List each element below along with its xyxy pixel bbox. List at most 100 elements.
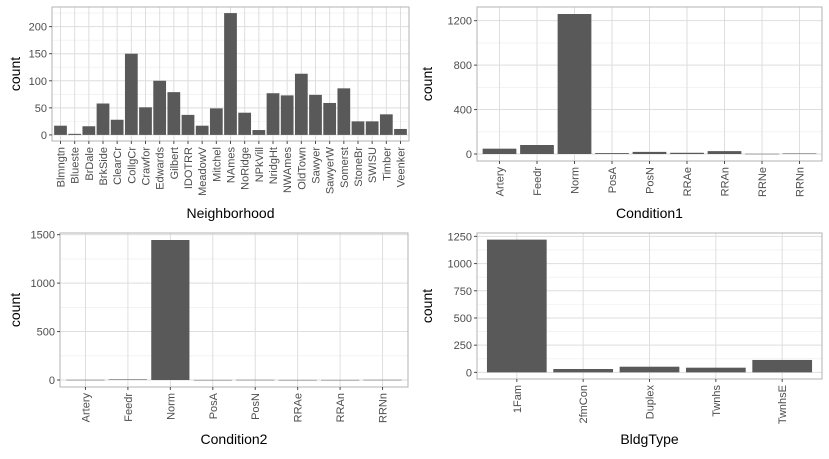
y-tick-label: 1000 bbox=[448, 259, 472, 271]
y-tick-label: 200 bbox=[29, 22, 47, 34]
x-tick-label: SawyerW bbox=[325, 146, 337, 194]
x-tick-label: OldTown bbox=[296, 147, 308, 190]
bar-NoRidge bbox=[238, 112, 252, 135]
x-tick-label: Blmngtn bbox=[56, 147, 68, 187]
bar-Norm bbox=[557, 14, 592, 154]
bar-TwnhsE bbox=[752, 359, 813, 373]
y-tick-label: 0 bbox=[49, 375, 55, 387]
x-tick-label: Artery bbox=[495, 167, 507, 197]
bar-SWISU bbox=[365, 121, 379, 135]
x-tick-label: Norm bbox=[570, 167, 582, 194]
x-tick-label: NAmes bbox=[226, 147, 238, 184]
x-tick-label: PosA bbox=[208, 392, 220, 419]
y-tick-label: 250 bbox=[454, 340, 472, 352]
x-tick-label: Duplex bbox=[645, 385, 657, 420]
y-tick-label: 1250 bbox=[448, 231, 472, 243]
y-tick-label: 1200 bbox=[448, 16, 472, 28]
chart-panel-2: 0 400 800 1200 Artery Feedr Norm PosA PosN RRAe RR… bbox=[419, 6, 823, 221]
y-tick-label: 500 bbox=[37, 327, 55, 339]
bar-Artery bbox=[66, 379, 105, 381]
chart-panel-4: 0 250 500 750 1000 1250 1Fam 2fmCon Duplex Twnhs T… bbox=[419, 231, 823, 447]
bar-RRAn bbox=[321, 379, 360, 381]
x-tick-label: IDOTRR bbox=[183, 147, 195, 189]
y-tick-label: 150 bbox=[29, 49, 47, 61]
y-tick-label: 0 bbox=[466, 149, 472, 161]
bar-Norm bbox=[151, 240, 190, 380]
y-axis-title: count bbox=[7, 57, 23, 91]
x-tick-label: RRAn bbox=[335, 393, 347, 422]
bar-StoneBr bbox=[351, 121, 365, 135]
x-tick-label: NoRidge bbox=[240, 147, 252, 190]
x-tick-label: 2fmCon bbox=[578, 385, 590, 424]
bar-Twnhs bbox=[685, 367, 746, 373]
bar-Blmngtn bbox=[54, 125, 67, 135]
x-tick-label: Artery bbox=[80, 393, 92, 423]
bar-NWAmes bbox=[280, 95, 294, 135]
bar-PosN bbox=[236, 379, 275, 381]
bar-Artery bbox=[482, 148, 517, 154]
x-tick-label: Mitchel bbox=[211, 147, 223, 182]
bar-Gilbert bbox=[167, 92, 181, 135]
bar-RRNn bbox=[782, 153, 817, 154]
x-axis-title: Condition1 bbox=[616, 205, 683, 221]
bar-Feedr bbox=[520, 145, 554, 154]
x-tick-label: Norm bbox=[165, 393, 177, 420]
x-tick-label: SWISU bbox=[367, 147, 379, 183]
y-axis-title: count bbox=[419, 67, 435, 101]
bar-Duplex bbox=[619, 366, 680, 373]
x-tick-label: BrkSide bbox=[98, 147, 110, 186]
x-tick-label: Blueste bbox=[70, 147, 82, 184]
x-tick-label: StoneBr bbox=[353, 147, 365, 187]
x-tick-label: NridgHt bbox=[268, 147, 280, 184]
bar-BrkSide bbox=[96, 103, 110, 135]
panel-border bbox=[59, 232, 409, 388]
x-tick-label: Twnhs bbox=[711, 385, 723, 417]
bar-Veenker bbox=[394, 128, 407, 135]
x-tick-label: PosA bbox=[607, 166, 619, 193]
x-tick-label: PosN bbox=[250, 393, 262, 420]
bar-RRNe bbox=[745, 153, 779, 155]
y-axis-title: count bbox=[7, 293, 23, 327]
bar-Blueste bbox=[68, 133, 82, 135]
bar-NPkVill bbox=[252, 130, 266, 135]
x-tick-label: Somerst bbox=[339, 147, 351, 188]
bar-BrDale bbox=[82, 126, 96, 135]
y-tick-label: 50 bbox=[35, 103, 47, 115]
x-tick-label: NWAmes bbox=[282, 147, 294, 194]
bar-NridgHt bbox=[266, 93, 280, 135]
x-tick-label: BrDale bbox=[84, 147, 96, 181]
y-tick-label: 1000 bbox=[31, 278, 55, 290]
bar-1Fam bbox=[486, 239, 547, 373]
x-tick-label: MeadowV bbox=[197, 146, 209, 196]
x-tick-label: Sawyer bbox=[311, 147, 323, 184]
bar-Edwards bbox=[153, 80, 167, 135]
y-tick-label: 400 bbox=[454, 105, 472, 117]
x-tick-label: TwnhsE bbox=[777, 385, 789, 424]
x-tick-label: NPkVill bbox=[254, 147, 266, 182]
x-axis-title: Condition2 bbox=[201, 431, 268, 447]
bar-RRNn bbox=[363, 379, 402, 381]
x-tick-label: ClearCr bbox=[112, 147, 124, 185]
bar-IDOTRR bbox=[181, 114, 195, 135]
bar-PosA bbox=[193, 379, 232, 381]
x-tick-label: Gilbert bbox=[169, 147, 181, 179]
x-tick-label: Feedr bbox=[532, 167, 544, 196]
bar-PosA bbox=[595, 153, 629, 154]
bar-2fmCon bbox=[553, 368, 614, 373]
bar-Crawfor bbox=[139, 107, 152, 135]
bar-RRAn bbox=[707, 151, 742, 154]
y-tick-label: 800 bbox=[454, 60, 472, 72]
bar-RRAe bbox=[278, 379, 317, 381]
x-tick-label: Crawfor bbox=[141, 147, 153, 186]
bar-NAmes bbox=[224, 13, 237, 135]
bar-Mitchel bbox=[209, 108, 223, 135]
bar-Sawyer bbox=[309, 94, 322, 135]
x-tick-label: RRAn bbox=[720, 167, 732, 196]
y-tick-label: 500 bbox=[454, 313, 472, 325]
x-tick-label: CollgCr bbox=[126, 147, 138, 184]
y-tick-label: 1500 bbox=[31, 230, 55, 242]
x-tick-label: Timber bbox=[381, 147, 393, 181]
